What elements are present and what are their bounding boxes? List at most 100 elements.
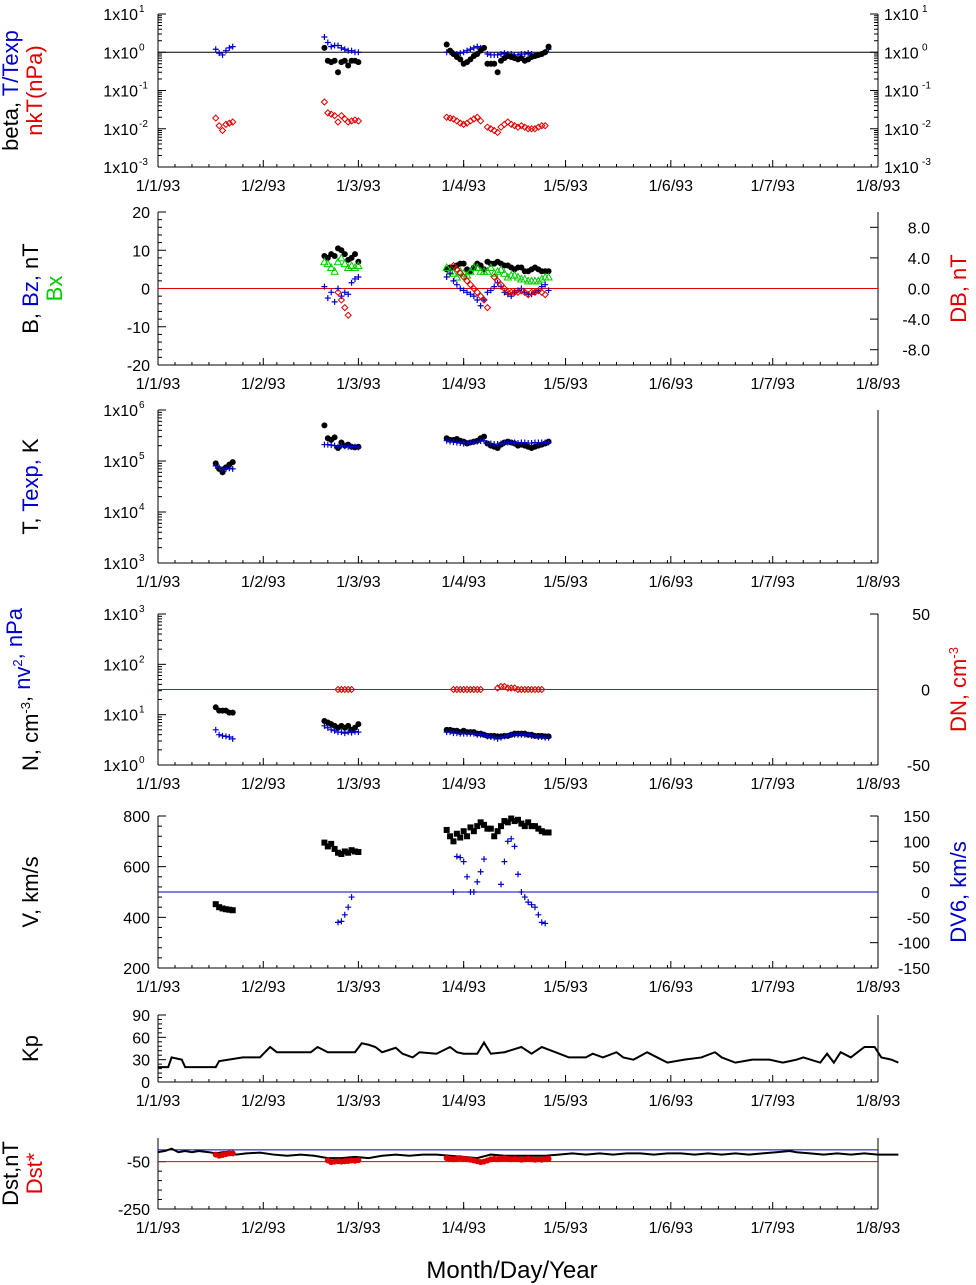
right-tick-label: -8.0 — [902, 343, 930, 360]
data-point — [450, 889, 456, 895]
y-axis-label: Kp — [18, 1035, 43, 1062]
data-point — [481, 856, 487, 862]
data-point — [335, 258, 342, 265]
x-tick-label: 1/2/93 — [241, 178, 286, 195]
data-point — [498, 881, 504, 887]
data-point — [484, 305, 490, 311]
x-tick-label: 1/1/93 — [136, 574, 181, 591]
right-tick-label: 0 — [921, 885, 930, 902]
multi-panel-figure: 1/1/93 1/2/93 1/3/93 1/4/93 1/5/93 1/6/93 1/7/… — [0, 0, 976, 1285]
y-axis-label: B, Bz, nT — [18, 243, 43, 334]
data-point — [444, 41, 450, 47]
right-tick-label: 50 — [912, 607, 930, 624]
x-tick-label: 1/4/93 — [441, 776, 486, 793]
y-tick-label-right: 1x10 — [884, 160, 919, 177]
x-tick-label: 1/8/93 — [856, 574, 901, 591]
x-tick-label: 1/6/93 — [649, 776, 694, 793]
y-tick-exponent: 0 — [139, 42, 145, 53]
y-axis-label-part: nv — [10, 667, 35, 690]
y-tick-label-right: 1x10 — [884, 84, 919, 101]
x-tick-label: 1/1/93 — [136, 1093, 181, 1110]
data-point — [335, 919, 341, 925]
y-tick-label: 0 — [141, 1075, 150, 1092]
x-tick-label: 1/2/93 — [241, 1220, 286, 1237]
data-point — [351, 264, 358, 271]
y-tick-label: 1x10 — [103, 556, 138, 573]
x-tick-label: 1/8/93 — [856, 376, 901, 393]
x-tick-label: 1/6/93 — [649, 376, 694, 393]
y-tick-label: 1x10 — [103, 7, 138, 24]
y-tick-label: 1x10 — [103, 657, 138, 674]
data-point — [498, 124, 504, 130]
data-point — [495, 69, 501, 75]
data-point — [546, 829, 552, 835]
x-tick-label: 1/5/93 — [543, 1220, 588, 1237]
panel-dst: 1/1/93 1/2/93 1/3/93 1/4/93 1/5/93 1/6/93 1/7/… — [0, 1138, 900, 1237]
y-axis-label-part: , nPa — [2, 607, 27, 659]
data-point — [230, 907, 236, 913]
data-point — [535, 912, 541, 918]
data-point — [467, 46, 473, 52]
x-tick-label: 1/3/93 — [336, 979, 381, 996]
y-tick-label: 90 — [132, 1008, 150, 1025]
series-line — [158, 1043, 898, 1068]
data-point — [213, 46, 219, 52]
y-axis-label-part: T/Texp — [0, 30, 23, 96]
right-tick-label: -4.0 — [902, 312, 930, 329]
data-point — [220, 128, 226, 134]
data-point — [355, 849, 361, 855]
panel-bfield: 1/1/93 1/2/93 1/3/93 1/4/93 1/5/93 1/6/93 1/7/… — [18, 205, 971, 393]
data-point — [542, 49, 548, 55]
y-tick-exponent-right: -2 — [922, 119, 931, 130]
y-axis-label-part: Dst,nT — [0, 1141, 23, 1206]
x-tick-label: 1/3/93 — [336, 776, 381, 793]
x-tick-label: 1/6/93 — [649, 979, 694, 996]
data-point — [226, 45, 232, 51]
x-tick-label: 1/3/93 — [336, 574, 381, 591]
data-point — [461, 261, 467, 267]
y-tick-label: 20 — [132, 205, 150, 222]
x-tick-label: 1/1/93 — [136, 1220, 181, 1237]
right-axis-label: DB, nT — [946, 254, 971, 322]
panel-temperature: 1/1/93 1/2/93 1/3/93 1/4/93 1/5/93 1/6/93 1/7/… — [18, 400, 900, 591]
data-point — [345, 312, 351, 318]
y-axis-label-part: beta, — [0, 96, 23, 151]
y-tick-label: -10 — [127, 320, 150, 337]
y-tick-label-right: 1x10 — [884, 122, 919, 139]
y-axis-label: Dst* — [22, 1152, 47, 1194]
y-axis-label-part: Bx — [42, 276, 67, 302]
x-tick-label: 1/2/93 — [241, 574, 286, 591]
x-tick-label: 1/7/93 — [750, 776, 795, 793]
data-point — [444, 274, 450, 280]
y-tick-exponent: 1 — [139, 705, 145, 716]
x-tick-label: 1/8/93 — [856, 1093, 901, 1110]
y-axis-label: Dst,nT — [0, 1141, 23, 1206]
data-point — [491, 61, 497, 67]
data-point — [213, 727, 219, 733]
y-axis-label-part: Dst* — [22, 1152, 47, 1194]
y-axis-label: beta, T/Texp — [0, 30, 23, 151]
data-point — [481, 45, 487, 51]
data-point — [349, 280, 355, 286]
data-point — [342, 305, 348, 311]
y-tick-label: 1x10 — [103, 708, 138, 725]
data-point — [464, 833, 470, 839]
data-point — [471, 889, 477, 895]
x-tick-label: 1/8/93 — [856, 1220, 901, 1237]
data-point — [444, 827, 450, 833]
y-axis-label: Bx — [42, 276, 67, 302]
data-point — [352, 251, 358, 257]
data-point — [546, 1156, 552, 1162]
y-axis-label-sup: -3 — [18, 702, 33, 714]
x-tick-label: 1/5/93 — [543, 776, 588, 793]
data-point — [542, 920, 548, 926]
right-tick-label: -50 — [907, 758, 930, 775]
x-tick-label: 1/7/93 — [750, 979, 795, 996]
y-tick-label-right: 1x10 — [884, 7, 919, 24]
y-axis-label-part: V, km/s — [18, 856, 43, 927]
panel-kp: 1/1/93 1/2/93 1/3/93 1/4/93 1/5/93 1/6/93 1/7/… — [18, 1008, 900, 1110]
x-tick-label: 1/5/93 — [543, 376, 588, 393]
x-tick-label: 1/2/93 — [241, 979, 286, 996]
x-tick-label: 1/5/93 — [543, 979, 588, 996]
right-tick-label: 4.0 — [908, 251, 930, 268]
